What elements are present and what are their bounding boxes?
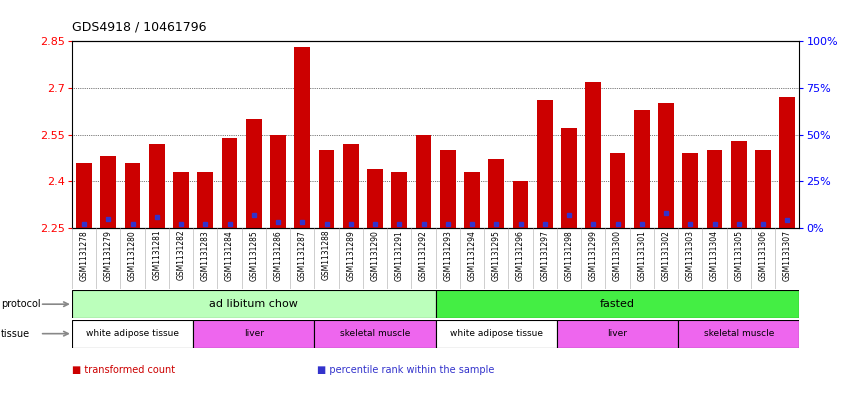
Text: GDS4918 / 10461796: GDS4918 / 10461796 xyxy=(72,21,206,34)
Text: GSM1131290: GSM1131290 xyxy=(371,230,380,281)
Bar xyxy=(173,172,189,228)
Bar xyxy=(319,150,334,228)
Text: GSM1131302: GSM1131302 xyxy=(662,230,671,281)
Text: GSM1131284: GSM1131284 xyxy=(225,230,234,281)
Text: GSM1131303: GSM1131303 xyxy=(686,230,695,281)
Bar xyxy=(436,290,799,318)
Bar xyxy=(124,163,140,228)
Text: GSM1131304: GSM1131304 xyxy=(710,230,719,281)
Bar xyxy=(658,103,674,228)
Bar xyxy=(634,110,650,228)
Text: GSM1131299: GSM1131299 xyxy=(589,230,598,281)
Bar xyxy=(488,160,504,228)
Bar xyxy=(585,82,602,228)
Bar xyxy=(464,172,480,228)
Text: liver: liver xyxy=(244,329,264,338)
Text: GSM1131287: GSM1131287 xyxy=(298,230,307,281)
Bar xyxy=(72,290,436,318)
Bar xyxy=(440,150,456,228)
Bar xyxy=(76,163,92,228)
Bar xyxy=(610,153,625,228)
Bar xyxy=(557,320,678,348)
Text: GSM1131289: GSM1131289 xyxy=(346,230,355,281)
Text: GSM1131282: GSM1131282 xyxy=(177,230,185,280)
Text: GSM1131281: GSM1131281 xyxy=(152,230,162,280)
Text: GSM1131301: GSM1131301 xyxy=(637,230,646,281)
Text: GSM1131286: GSM1131286 xyxy=(273,230,283,281)
Text: GSM1131292: GSM1131292 xyxy=(419,230,428,281)
Text: GSM1131280: GSM1131280 xyxy=(128,230,137,281)
Text: GSM1131307: GSM1131307 xyxy=(783,230,792,281)
Text: GSM1131296: GSM1131296 xyxy=(516,230,525,281)
Text: ■ percentile rank within the sample: ■ percentile rank within the sample xyxy=(317,365,495,375)
Bar xyxy=(683,153,698,228)
Text: GSM1131298: GSM1131298 xyxy=(564,230,574,281)
Bar xyxy=(678,320,799,348)
Text: ■ transformed count: ■ transformed count xyxy=(72,365,175,375)
Bar xyxy=(561,129,577,228)
Bar xyxy=(197,172,213,228)
Bar xyxy=(415,135,431,228)
Text: GSM1131279: GSM1131279 xyxy=(104,230,113,281)
Text: skeletal muscle: skeletal muscle xyxy=(704,329,774,338)
Text: white adipose tissue: white adipose tissue xyxy=(86,329,179,338)
Bar xyxy=(315,320,436,348)
Text: GSM1131278: GSM1131278 xyxy=(80,230,89,281)
Text: tissue: tissue xyxy=(1,329,30,339)
Text: GSM1131305: GSM1131305 xyxy=(734,230,744,281)
Bar xyxy=(779,97,795,228)
Text: liver: liver xyxy=(607,329,628,338)
Bar xyxy=(513,181,529,228)
Text: white adipose tissue: white adipose tissue xyxy=(450,329,543,338)
Text: protocol: protocol xyxy=(1,299,41,309)
Text: GSM1131295: GSM1131295 xyxy=(492,230,501,281)
Bar xyxy=(222,138,238,228)
Bar xyxy=(270,135,286,228)
Text: GSM1131294: GSM1131294 xyxy=(468,230,476,281)
Bar xyxy=(101,156,116,228)
Bar xyxy=(294,48,310,228)
Bar xyxy=(706,150,722,228)
Text: GSM1131283: GSM1131283 xyxy=(201,230,210,281)
Bar xyxy=(436,320,557,348)
Text: GSM1131291: GSM1131291 xyxy=(395,230,404,281)
Bar xyxy=(367,169,383,228)
Text: skeletal muscle: skeletal muscle xyxy=(340,329,410,338)
Text: GSM1131288: GSM1131288 xyxy=(322,230,331,280)
Text: GSM1131285: GSM1131285 xyxy=(250,230,258,281)
Text: GSM1131297: GSM1131297 xyxy=(541,230,549,281)
Bar xyxy=(72,320,193,348)
Text: GSM1131300: GSM1131300 xyxy=(613,230,622,281)
Bar xyxy=(755,150,771,228)
Text: GSM1131306: GSM1131306 xyxy=(759,230,767,281)
Bar xyxy=(193,320,315,348)
Bar xyxy=(246,119,261,228)
Bar xyxy=(149,144,165,228)
Text: fasted: fasted xyxy=(600,299,635,309)
Bar xyxy=(392,172,407,228)
Bar xyxy=(537,100,552,228)
Bar xyxy=(731,141,747,228)
Text: ad libitum chow: ad libitum chow xyxy=(209,299,299,309)
Text: GSM1131293: GSM1131293 xyxy=(443,230,453,281)
Bar xyxy=(343,144,359,228)
